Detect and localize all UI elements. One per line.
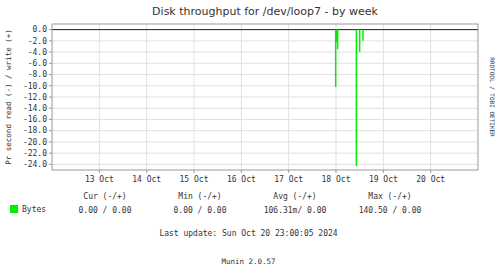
footer-value: 106.31m/ 0.00 xyxy=(264,206,327,215)
spike xyxy=(356,30,358,166)
footer: Cur (-/+) 0.00 / 0.00 Min (-/+) 0.00 / 0.00… xyxy=(79,192,422,266)
tick-label-y: 0.0 xyxy=(33,25,48,34)
legend-label: Bytes xyxy=(22,205,46,214)
grid-line-y xyxy=(52,52,478,53)
spike xyxy=(337,30,339,50)
marks xyxy=(336,30,363,166)
tick-label-x: 18 Oct xyxy=(322,175,351,184)
tick-label-x: 15 Oct xyxy=(180,175,209,184)
grid-line-x xyxy=(194,24,195,170)
tick-y xyxy=(49,153,52,154)
grid-line-y xyxy=(52,153,478,154)
spike xyxy=(359,30,361,52)
footer-header: Min (-/+) xyxy=(178,192,221,201)
legend: Bytes xyxy=(10,205,46,214)
grid-line-x xyxy=(241,24,242,170)
tick-label-y: -18.0 xyxy=(23,126,47,135)
tick-label-x: 14 Oct xyxy=(132,175,161,184)
tick-x xyxy=(288,170,289,173)
tick-y xyxy=(49,130,52,131)
grid-line-y xyxy=(52,29,478,30)
grid-line-y xyxy=(52,164,478,165)
tick-y xyxy=(49,164,52,165)
grid-line-y xyxy=(52,119,478,120)
tick-label-y: -6.0 xyxy=(28,59,47,68)
tick-label-x: 17 Oct xyxy=(274,175,303,184)
tick-label-y: -14.0 xyxy=(23,104,47,113)
grid-line-x xyxy=(430,24,431,170)
tick-x xyxy=(146,170,147,173)
footer-value: 140.50 / 0.00 xyxy=(359,206,422,215)
grid-line-y xyxy=(52,97,478,98)
grid-line-x xyxy=(336,24,337,170)
grid-line-y xyxy=(52,40,478,41)
spike xyxy=(362,30,364,41)
grid-line-y xyxy=(52,108,478,109)
chart: 0.0 -2.0 -4.0 -6.0 -8.0 -10.0 -12.0 -14.0 -16.0 -… xyxy=(0,0,497,275)
tick-label-x: 20 Oct xyxy=(416,175,445,184)
side-label: RRDTOOL / TOBI OETIKER xyxy=(489,57,496,137)
tick-label-y: -8.0 xyxy=(28,70,47,79)
frame xyxy=(52,24,478,170)
grid-line-y xyxy=(52,85,478,86)
footer-value: 0.00 / 0.00 xyxy=(174,206,227,215)
tick-y xyxy=(49,85,52,86)
grid-line-x xyxy=(288,24,289,170)
tick-x xyxy=(99,170,100,173)
footer-value: 0.00 / 0.00 xyxy=(79,206,132,215)
spike xyxy=(335,30,337,87)
y-axis: 0.0 -2.0 -4.0 -6.0 -8.0 -10.0 -12.0 -14.0 -16.0 -… xyxy=(23,25,52,169)
grid-line-x xyxy=(383,24,384,170)
grid xyxy=(52,24,478,170)
y-axis-label: Pr second read (-) / write (+) xyxy=(4,29,13,164)
tick-label-y: -2.0 xyxy=(28,37,47,46)
tick-label-x: 16 Oct xyxy=(227,175,256,184)
tick-label-x: 13 Oct xyxy=(85,175,114,184)
grid-line-x xyxy=(99,24,100,170)
tick-y xyxy=(49,97,52,98)
tick-label-y: -20.0 xyxy=(23,138,47,147)
tick-x xyxy=(241,170,242,173)
tick-label-y: -10.0 xyxy=(23,82,47,91)
tick-label-y: -16.0 xyxy=(23,115,47,124)
footer-header: Max (-/+) xyxy=(368,192,411,201)
plot-area xyxy=(52,24,478,170)
title: Disk throughput for /dev/loop7 - by week xyxy=(152,5,378,18)
tick-x xyxy=(336,170,337,173)
page: {"chart_data": { "type": "stem", "title"… xyxy=(0,0,497,275)
footer-header: Avg (-/+) xyxy=(273,192,316,201)
grid-line-y xyxy=(52,74,478,75)
x-axis: 13 Oct 14 Oct 15 Oct 16 Oct 17 Oct 18 Oct 19 O… xyxy=(85,170,445,184)
tick-y xyxy=(49,29,52,30)
grid-line-y xyxy=(52,130,478,131)
tick-y xyxy=(49,108,52,109)
tick-y xyxy=(49,141,52,142)
tick-y xyxy=(49,40,52,41)
grid-line-y xyxy=(52,141,478,142)
footer-header: Cur (-/+) xyxy=(83,192,126,201)
tick-x xyxy=(383,170,384,173)
baseline xyxy=(52,29,478,30)
tick-x xyxy=(194,170,195,173)
tick-x xyxy=(430,170,431,173)
tick-y xyxy=(49,119,52,120)
grid-line-y xyxy=(52,63,478,64)
tick-label-y: -4.0 xyxy=(28,48,47,57)
tick-y xyxy=(49,63,52,64)
tick-y xyxy=(49,74,52,75)
grid-line-x xyxy=(146,24,147,170)
tick-label-y: -24.0 xyxy=(23,160,47,169)
version: Munin 2.0.57 xyxy=(221,257,275,266)
tick-label-x: 19 Oct xyxy=(369,175,398,184)
tick-label-y: -22.0 xyxy=(23,149,47,158)
tick-label-y: -12.0 xyxy=(23,93,47,102)
tick-y xyxy=(49,52,52,53)
last-update: Last update: Sun Oct 20 23:00:05 2024 xyxy=(159,229,337,238)
legend-swatch xyxy=(10,205,18,213)
